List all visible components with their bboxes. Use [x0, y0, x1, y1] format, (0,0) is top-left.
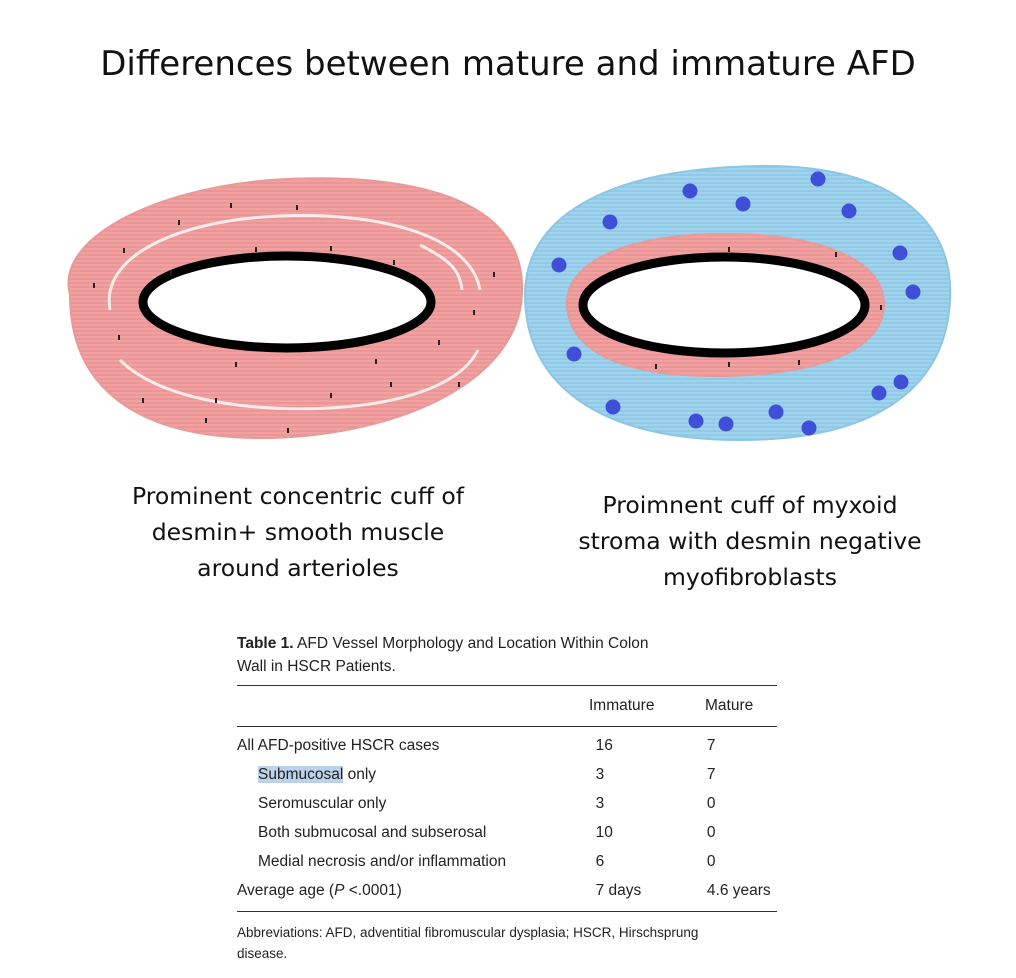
afd-table: Table 1. AFD Vessel Morphology and Locat…	[237, 632, 777, 964]
lumen	[578, 252, 870, 358]
table-row: Both submucosal and subserosal 10 0	[258, 823, 716, 841]
table-row: Submucosal only 3 7	[258, 765, 716, 783]
page-title: Differences between mature and immature …	[100, 44, 916, 84]
table-header-row: Immature Mature	[589, 697, 754, 714]
table-caption: Table 1. AFD Vessel Morphology and Locat…	[237, 635, 649, 675]
vessel-diagrams	[67, 164, 952, 442]
abbreviations-note: Abbreviations: AFD, adventitial fibromus…	[237, 925, 699, 961]
table-row: Average age (P <.0001) 7 days 4.6 years	[237, 881, 771, 899]
mature-caption: Prominent concentric cuff of desmin+ smo…	[131, 482, 465, 582]
highlighted-text: Submucosal	[258, 765, 344, 783]
immature-caption: Proimnent cuff of myxoid stroma with des…	[578, 491, 922, 591]
myofibroblast-dots	[551, 171, 921, 436]
table-row: Seromuscular only 3 0	[258, 794, 716, 812]
data-table-body: All AFD-positive HSCR cases 16 7 Submuco…	[237, 731, 777, 905]
table-row: All AFD-positive HSCR cases 16 7	[237, 736, 716, 754]
data-table: Immature Mature	[237, 686, 777, 726]
lumen	[138, 251, 436, 353]
immature-vessel	[523, 164, 952, 442]
mature-vessel	[67, 177, 524, 440]
table-row: Medial necrosis and/or inflammation 6 0	[258, 852, 716, 870]
